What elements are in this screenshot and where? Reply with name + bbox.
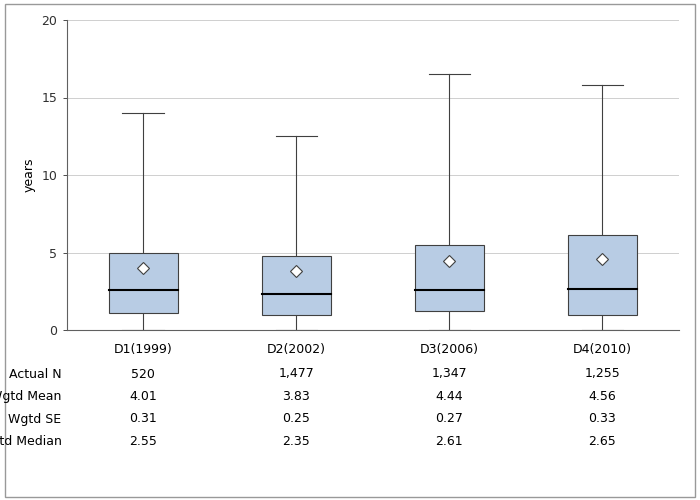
Text: 2.55: 2.55 bbox=[129, 435, 157, 448]
Text: 4.01: 4.01 bbox=[130, 390, 157, 403]
Text: 0.27: 0.27 bbox=[435, 412, 463, 426]
FancyBboxPatch shape bbox=[568, 236, 637, 314]
Text: 2.65: 2.65 bbox=[589, 435, 616, 448]
Text: 2.61: 2.61 bbox=[435, 435, 463, 448]
Text: D3(2006): D3(2006) bbox=[420, 342, 479, 355]
Text: Wgtd Mean: Wgtd Mean bbox=[0, 390, 62, 403]
Text: 0.25: 0.25 bbox=[282, 412, 310, 426]
FancyBboxPatch shape bbox=[108, 252, 178, 313]
Text: 4.56: 4.56 bbox=[589, 390, 616, 403]
Text: D1(1999): D1(1999) bbox=[113, 342, 172, 355]
Text: Wgtd SE: Wgtd SE bbox=[8, 412, 62, 426]
Text: D4(2010): D4(2010) bbox=[573, 342, 632, 355]
Text: 0.31: 0.31 bbox=[130, 412, 157, 426]
Text: D2(2002): D2(2002) bbox=[267, 342, 326, 355]
Text: Wgtd Median: Wgtd Median bbox=[0, 435, 62, 448]
Text: 4.44: 4.44 bbox=[435, 390, 463, 403]
Text: 1,347: 1,347 bbox=[431, 368, 467, 380]
Text: Actual N: Actual N bbox=[9, 368, 62, 380]
Y-axis label: years: years bbox=[23, 158, 36, 192]
Text: 2.35: 2.35 bbox=[282, 435, 310, 448]
Text: 1,477: 1,477 bbox=[279, 368, 314, 380]
FancyBboxPatch shape bbox=[262, 256, 330, 314]
Text: 0.33: 0.33 bbox=[589, 412, 616, 426]
Text: 1,255: 1,255 bbox=[584, 368, 620, 380]
Text: 3.83: 3.83 bbox=[282, 390, 310, 403]
FancyBboxPatch shape bbox=[415, 244, 484, 312]
Text: 520: 520 bbox=[131, 368, 155, 380]
